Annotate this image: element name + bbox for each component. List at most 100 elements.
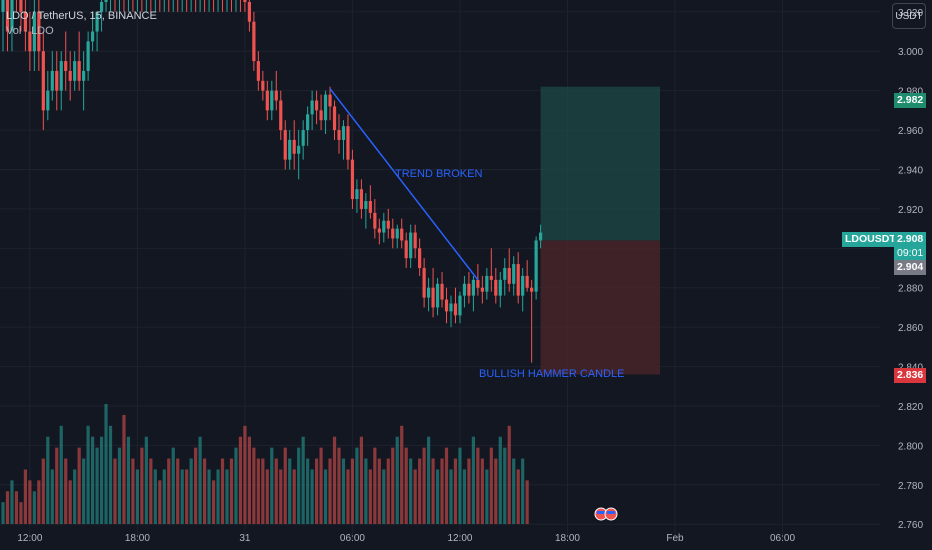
countdown-tag: 09:01 xyxy=(894,246,927,261)
candle xyxy=(82,70,86,81)
candle xyxy=(19,0,23,12)
y-tick-label: 2.860 xyxy=(898,323,923,334)
volume-bar xyxy=(256,458,260,524)
candle xyxy=(368,201,372,213)
candle xyxy=(64,61,68,71)
candle xyxy=(453,303,458,316)
symbol-title[interactable]: LDO / TetherUS, 15, BINANCE xyxy=(6,10,157,22)
candle xyxy=(99,1,104,12)
volume-bar xyxy=(418,458,422,524)
candle xyxy=(46,90,50,111)
volume-bar xyxy=(203,458,207,524)
volume-bar xyxy=(10,480,14,524)
volume-bar xyxy=(512,458,516,524)
volume-bar xyxy=(435,469,440,524)
volume-bar xyxy=(507,425,511,524)
y-tick-label: 2.820 xyxy=(898,402,923,413)
volume-bar xyxy=(32,491,36,524)
candle xyxy=(431,287,435,308)
candle xyxy=(265,90,269,111)
candle xyxy=(521,275,525,296)
volume-bar xyxy=(364,458,368,524)
volume-bar xyxy=(503,447,507,524)
volume-bar xyxy=(86,425,90,524)
candle xyxy=(503,268,507,280)
volume-bar xyxy=(270,447,274,524)
volume-label[interactable]: Vol · LDO xyxy=(6,25,54,37)
volume-bar xyxy=(135,469,139,524)
candle xyxy=(489,275,493,280)
volume-bar xyxy=(117,447,122,524)
volume-bar xyxy=(332,436,337,524)
candle xyxy=(274,90,278,101)
candle xyxy=(337,130,341,140)
x-tick-label: 06:00 xyxy=(770,533,795,544)
candle xyxy=(359,189,363,209)
candle xyxy=(270,90,274,111)
candle xyxy=(507,268,511,284)
volume-bar xyxy=(104,404,108,524)
volume-bar xyxy=(207,469,211,524)
volume-bar xyxy=(283,447,287,524)
candle xyxy=(400,228,404,241)
volume-bar xyxy=(449,469,453,524)
candle xyxy=(427,287,431,298)
volume-bar xyxy=(140,447,144,524)
candle xyxy=(350,159,355,200)
candle xyxy=(297,145,301,154)
volume-bar xyxy=(382,469,386,524)
candle xyxy=(104,0,108,2)
candle xyxy=(444,299,449,312)
volume-bar xyxy=(288,458,292,524)
volume-bar xyxy=(91,436,95,524)
volume-bar xyxy=(297,447,301,524)
volume-bar xyxy=(471,436,475,524)
volume-bar xyxy=(458,447,462,524)
candle xyxy=(530,287,534,292)
volume-bar xyxy=(489,447,493,524)
volume-bar xyxy=(185,469,189,524)
volume-bar xyxy=(404,447,408,524)
volume-bar xyxy=(368,469,372,524)
candle xyxy=(288,139,292,160)
candle xyxy=(512,264,516,284)
volume-bar xyxy=(341,458,346,524)
candle xyxy=(404,240,408,259)
volume-bar xyxy=(265,469,269,524)
volume-bar xyxy=(46,436,50,524)
candle xyxy=(480,287,484,292)
volume-bar xyxy=(480,458,484,524)
volume-bar xyxy=(422,447,426,524)
currency-button[interactable]: USDT xyxy=(892,3,926,29)
volume-bar xyxy=(108,425,113,524)
candle xyxy=(41,51,45,111)
volume-bar xyxy=(400,425,404,524)
candle xyxy=(91,31,95,42)
candle xyxy=(391,228,395,239)
candle xyxy=(68,70,72,81)
volume-bar xyxy=(247,436,251,524)
candle xyxy=(418,248,422,269)
symbol-tag: LDOUSDT xyxy=(842,232,899,247)
candle xyxy=(283,130,287,160)
volume-bar xyxy=(355,447,359,524)
volume-bar xyxy=(95,447,99,524)
volume-bar xyxy=(189,458,193,524)
volume-bar xyxy=(252,447,256,524)
volume-bar xyxy=(395,436,399,524)
volume-bar xyxy=(328,458,332,524)
candle xyxy=(95,11,99,32)
volume-bar xyxy=(171,447,175,524)
volume-bar xyxy=(180,469,184,524)
volume-bar xyxy=(462,469,467,524)
candle xyxy=(494,279,498,296)
volume-bar xyxy=(131,458,135,524)
volume-bar xyxy=(113,458,117,524)
volume-bar xyxy=(176,458,180,524)
candle xyxy=(86,41,90,71)
stop-zone xyxy=(540,240,660,375)
volume-bar xyxy=(467,458,471,524)
volume-bar xyxy=(427,436,431,524)
volume-bar xyxy=(126,436,131,524)
